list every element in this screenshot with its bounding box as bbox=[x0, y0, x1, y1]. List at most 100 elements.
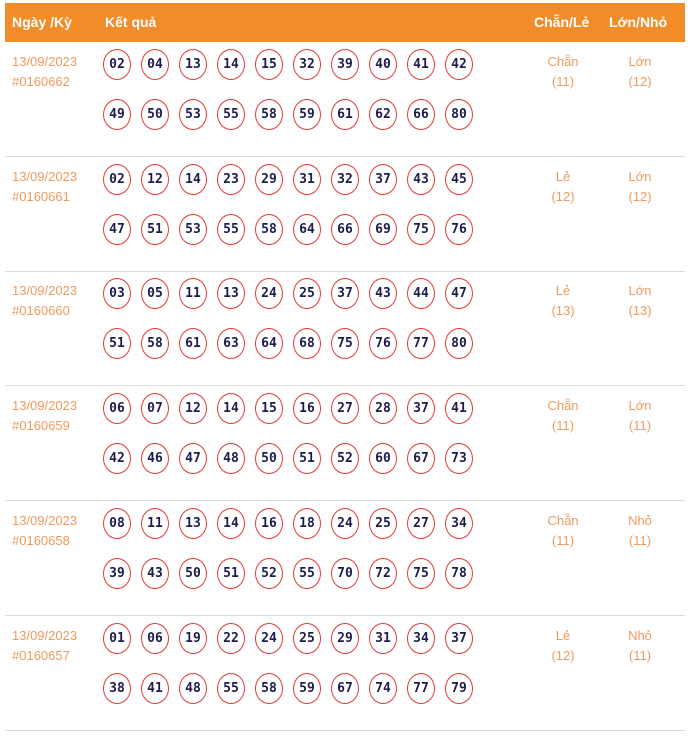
number-ball: 40 bbox=[369, 49, 397, 80]
number-ball: 37 bbox=[331, 278, 359, 310]
number-ball: 51 bbox=[103, 328, 131, 360]
size-label: Nhỏ bbox=[628, 627, 652, 643]
number-ball: 13 bbox=[179, 507, 207, 539]
date-draw-cell: 13/09/2023 #0160659 bbox=[12, 396, 77, 436]
number-ball: 41 bbox=[445, 393, 473, 425]
number-ball: 55 bbox=[217, 213, 245, 245]
parity-cell: Chẵn (11) bbox=[533, 396, 593, 436]
number-ball: 02 bbox=[103, 49, 131, 80]
draw-id: #0160659 bbox=[12, 418, 70, 434]
number-ball: 55 bbox=[217, 672, 245, 704]
parity-cell: Chẵn (11) bbox=[533, 52, 593, 92]
draw-date: 13/09/2023 bbox=[12, 168, 78, 184]
number-ball: 22 bbox=[217, 622, 245, 654]
date-draw-cell: 13/09/2023 #0160657 bbox=[12, 626, 77, 666]
number-ball: 63 bbox=[217, 328, 245, 360]
number-ball: 76 bbox=[369, 328, 397, 360]
number-ball: 64 bbox=[255, 328, 283, 360]
header-parity: Chẵn/Lẻ bbox=[534, 14, 590, 30]
draw-id: #0160658 bbox=[12, 532, 70, 548]
size-count: (11) bbox=[628, 532, 652, 548]
size-label: Nhỏ bbox=[628, 512, 652, 528]
size-cell: Lớn (12) bbox=[610, 52, 670, 92]
number-ball: 42 bbox=[445, 49, 473, 80]
number-ball: 16 bbox=[255, 507, 283, 539]
parity-label: Chẵn bbox=[547, 54, 579, 69]
number-ball: 60 bbox=[369, 443, 397, 475]
draw-id: #0160661 bbox=[12, 188, 70, 204]
parity-count: (12) bbox=[551, 647, 575, 663]
number-ball: 62 bbox=[369, 99, 397, 130]
number-ball: 47 bbox=[445, 278, 473, 310]
number-ball: 53 bbox=[179, 99, 207, 130]
number-ball: 06 bbox=[141, 622, 169, 654]
number-ball: 25 bbox=[369, 507, 397, 539]
number-ball: 58 bbox=[141, 328, 169, 360]
parity-count: (12) bbox=[551, 188, 575, 204]
number-ball: 61 bbox=[331, 99, 359, 130]
number-ball: 48 bbox=[179, 672, 207, 704]
number-ball: 80 bbox=[445, 99, 473, 130]
draw-id: #0160657 bbox=[12, 647, 70, 663]
number-ball: 29 bbox=[255, 163, 283, 195]
number-ball: 24 bbox=[331, 507, 359, 539]
number-ball: 79 bbox=[445, 672, 473, 704]
date-draw-cell: 13/09/2023 #0160660 bbox=[12, 281, 77, 321]
number-ball: 58 bbox=[255, 99, 283, 130]
number-ball: 66 bbox=[331, 213, 359, 245]
number-ball: 55 bbox=[217, 99, 245, 130]
number-ball: 69 bbox=[369, 213, 397, 245]
number-ball: 59 bbox=[293, 99, 321, 130]
number-ball: 31 bbox=[293, 163, 321, 195]
table-row: 13/09/2023 #0160659 06 07 12 14 15 16 27 28 37 41… bbox=[5, 386, 685, 502]
number-ball: 67 bbox=[407, 443, 435, 475]
number-ball: 50 bbox=[179, 557, 207, 589]
number-ball: 73 bbox=[445, 443, 473, 475]
header-result: Kết quả bbox=[105, 14, 157, 30]
parity-count: (11) bbox=[551, 74, 575, 89]
number-ball: 53 bbox=[179, 213, 207, 245]
date-draw-cell: 13/09/2023 #0160662 bbox=[12, 52, 77, 92]
number-ball: 32 bbox=[293, 49, 321, 80]
size-cell: Lớn (13) bbox=[610, 281, 670, 321]
number-ball: 43 bbox=[407, 163, 435, 195]
table-row: 13/09/2023 #0160657 01 06 19 22 24 25 29 31 34 37… bbox=[5, 616, 685, 731]
table-header: Ngày /Kỳ Kết quả Chẵn/Lẻ Lớn/Nhỏ bbox=[5, 3, 685, 42]
header-date-draw: Ngày /Kỳ bbox=[12, 14, 72, 30]
number-ball: 34 bbox=[407, 622, 435, 654]
number-ball: 48 bbox=[217, 443, 245, 475]
size-label: Lớn bbox=[628, 168, 652, 184]
number-ball: 14 bbox=[217, 507, 245, 539]
number-ball: 13 bbox=[217, 278, 245, 310]
number-ball: 50 bbox=[141, 99, 169, 130]
number-ball: 78 bbox=[445, 557, 473, 589]
number-ball: 58 bbox=[255, 672, 283, 704]
number-ball: 12 bbox=[141, 163, 169, 195]
number-ball: 24 bbox=[255, 622, 283, 654]
number-ball: 19 bbox=[179, 622, 207, 654]
number-ball: 08 bbox=[103, 507, 131, 539]
number-ball: 47 bbox=[103, 213, 131, 245]
size-cell: Lớn (11) bbox=[610, 396, 670, 436]
number-ball: 55 bbox=[293, 557, 321, 589]
number-ball: 12 bbox=[179, 393, 207, 425]
number-ball: 05 bbox=[141, 278, 169, 310]
size-cell: Nhỏ (11) bbox=[610, 511, 670, 551]
number-ball: 76 bbox=[445, 213, 473, 245]
table-row: 13/09/2023 #0160660 03 05 11 13 24 25 37 43 44 47… bbox=[5, 271, 685, 387]
number-ball: 18 bbox=[293, 507, 321, 539]
number-ball: 14 bbox=[217, 393, 245, 425]
number-ball: 25 bbox=[293, 622, 321, 654]
number-ball: 11 bbox=[141, 507, 169, 539]
size-label: Lớn bbox=[628, 283, 652, 299]
number-ball: 59 bbox=[293, 672, 321, 704]
size-cell: Lớn (12) bbox=[610, 167, 670, 207]
number-ball: 15 bbox=[255, 393, 283, 425]
number-ball: 39 bbox=[103, 557, 131, 589]
number-ball: 51 bbox=[217, 557, 245, 589]
draw-id: #0160662 bbox=[12, 74, 70, 89]
number-ball: 52 bbox=[331, 443, 359, 475]
parity-label: Lẻ bbox=[555, 283, 571, 299]
parity-count: (13) bbox=[551, 303, 575, 319]
number-ball: 23 bbox=[217, 163, 245, 195]
